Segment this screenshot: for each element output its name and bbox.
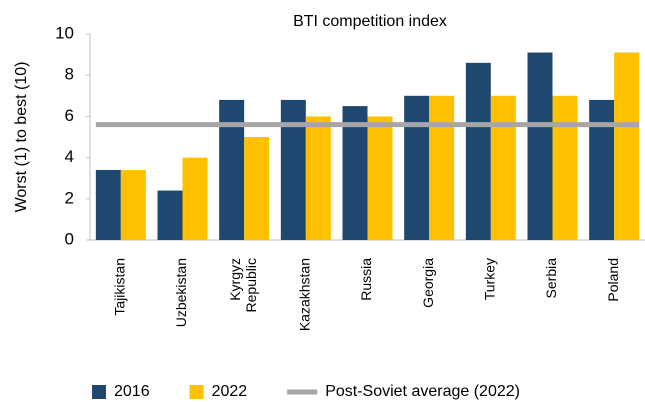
x-tick-label: Tajikistan — [112, 258, 128, 316]
legend-label: Post-Soviet average (2022) — [325, 383, 520, 400]
chart-title: BTI competition index — [293, 13, 447, 30]
x-tick-label: Russia — [358, 258, 374, 301]
x-tick-label: Turkey — [482, 258, 498, 300]
x-tick-label: Poland — [605, 258, 621, 302]
bar — [490, 95, 516, 240]
x-tick-label: Uzbekistan — [173, 258, 189, 327]
bar — [429, 95, 455, 240]
x-tick-label: Kazakhstan — [297, 258, 313, 331]
bar — [342, 106, 368, 240]
y-tick-label: 8 — [65, 65, 74, 84]
bar — [589, 99, 615, 240]
bar — [465, 62, 491, 241]
bar — [280, 99, 306, 240]
y-tick-label: 4 — [65, 147, 74, 166]
y-tick-label: 2 — [65, 188, 74, 207]
bar — [305, 116, 331, 240]
legend-label: 2016 — [114, 383, 150, 400]
bar — [614, 52, 640, 240]
y-axis-label: Worst (1) to best (10) — [13, 62, 30, 213]
x-tick-label: Serbia — [543, 258, 559, 299]
y-tick-label: 10 — [55, 23, 74, 42]
legend-swatch — [189, 385, 204, 399]
bar — [244, 137, 270, 240]
bar — [157, 190, 183, 240]
bar — [219, 99, 245, 240]
bar — [120, 169, 146, 240]
bar — [552, 95, 578, 240]
legend-swatch — [92, 385, 106, 399]
x-tick-label: Georgia — [420, 258, 436, 308]
y-tick-label: 0 — [65, 229, 74, 248]
y-tick-label: 6 — [65, 106, 74, 125]
bar — [527, 52, 553, 240]
bar — [95, 169, 121, 240]
bar — [404, 95, 430, 240]
legend-label: 2022 — [212, 383, 248, 400]
x-tick-label: KyrgyzRepublic — [227, 258, 259, 312]
bar — [182, 157, 208, 240]
bar — [367, 116, 393, 240]
